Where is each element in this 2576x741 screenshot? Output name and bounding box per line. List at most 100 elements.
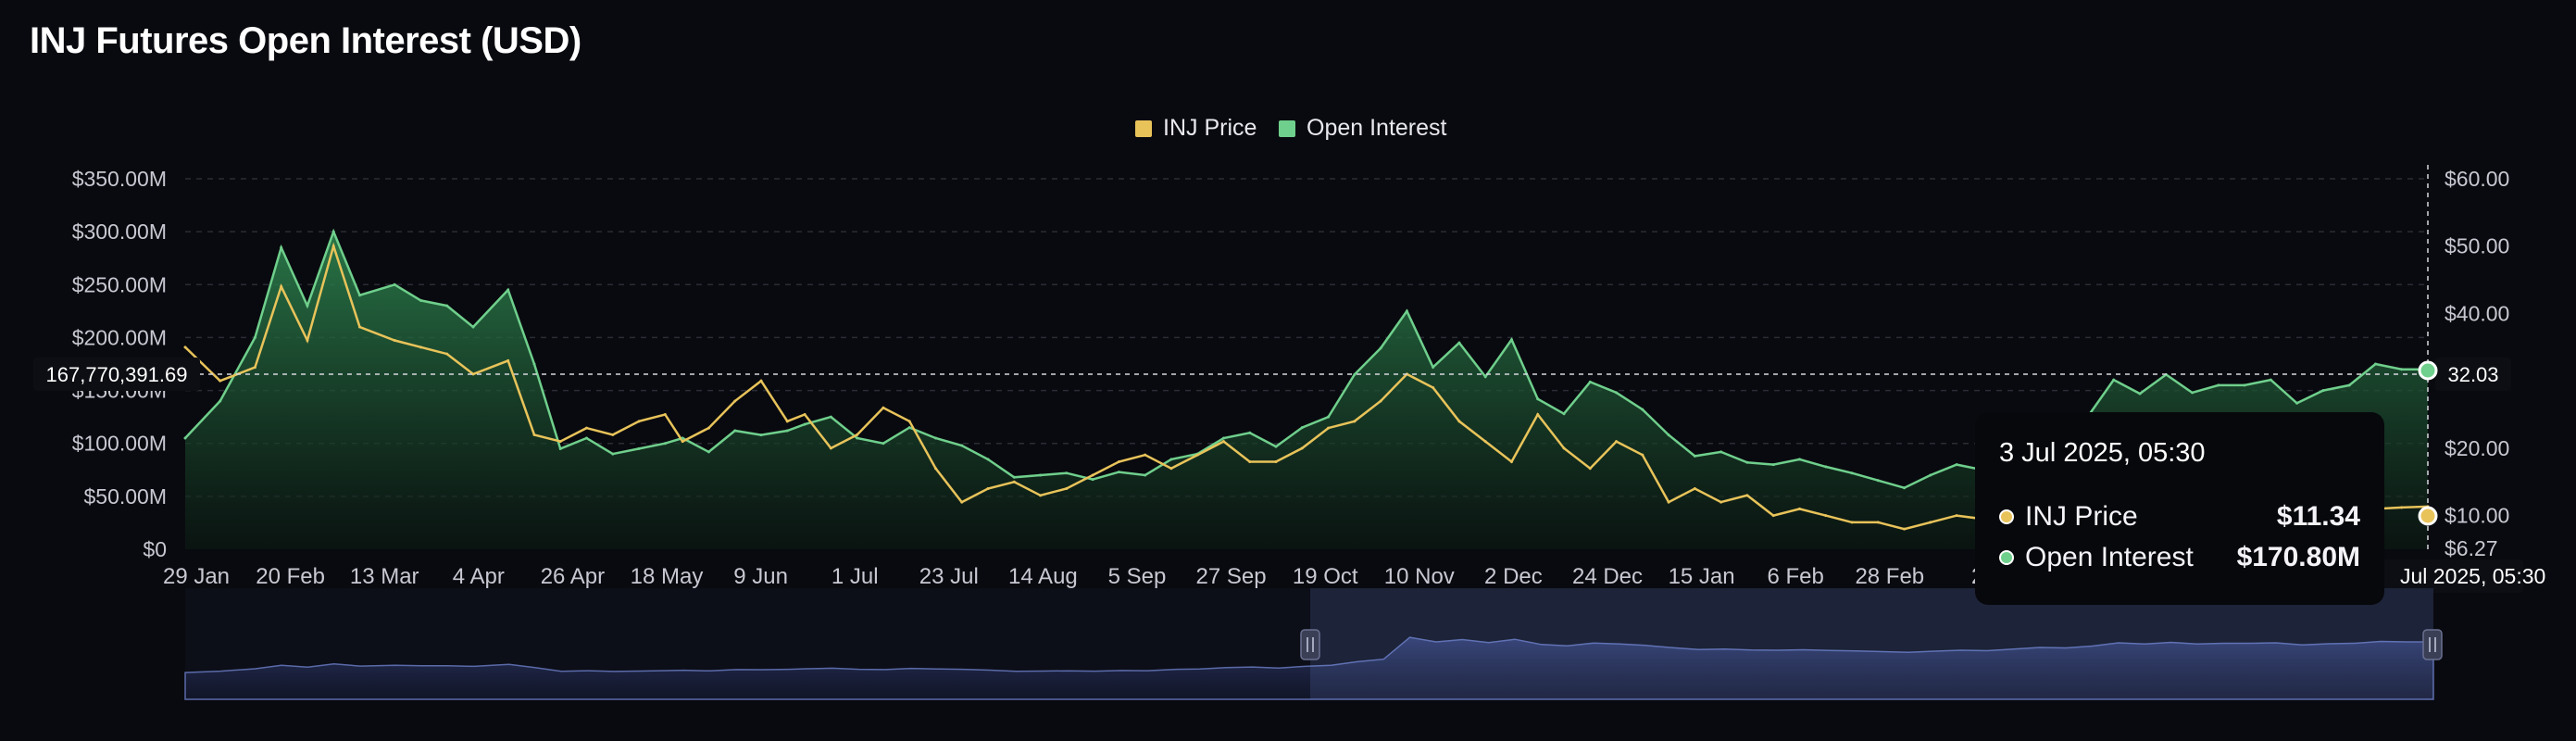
oi-point [585,436,589,440]
price-point [1615,440,1619,444]
x-tick-label: 13 Mar [350,564,419,589]
x-tick-label: 28 Feb [1855,564,1924,589]
price-point [1379,399,1382,403]
oi-point [1457,341,1461,345]
oi-point [681,436,684,440]
oi-point [1850,471,1854,475]
oi-point [907,426,911,430]
price-point [280,284,283,288]
crosshair-right-label: 32.03 [2447,363,2498,386]
oi-point [1039,473,1043,477]
oi-point [1509,338,1513,342]
tooltip-value: $170.80M [2236,542,2360,572]
price-point [856,433,859,436]
price-point [1667,500,1670,504]
navigator-handle-left[interactable] [1300,629,1320,660]
y-right-tick-label: $50.00 [2445,234,2509,258]
price-point [1274,459,1278,463]
oi-point [2373,362,2377,366]
price-point [663,413,667,417]
x-tick-label: 14 Aug [1008,564,1078,589]
price-point [1929,521,1932,524]
price-point [1169,467,1173,471]
oi-point [306,304,309,308]
x-tick-label: 6 Feb [1768,564,1824,589]
oi-point [933,436,937,440]
price-point [1012,480,1016,484]
price-point [1588,467,1592,471]
oi-point [2112,378,2116,382]
y-right-tick-label: $10.00 [2445,504,2509,528]
x-tick-label: 24 Dec [1572,564,1643,589]
y-left-tick-label: $100.00M [72,432,167,456]
oi-point [183,436,187,440]
oi-point [2138,392,2142,396]
price-point [419,345,422,349]
x-tick-label: 26 Apr [541,564,605,589]
oi-point [1379,346,1382,350]
oi-point [1012,475,1016,479]
y-left-tick-label: $350.00M [72,167,167,191]
tooltip-row-price: INJ Price $11.34 [1999,496,2360,537]
x-tick-label: 9 Jun [733,564,788,589]
price-point [1876,521,1880,524]
price-point [1771,514,1775,518]
oi-point [1771,463,1775,467]
oi-point [611,452,615,456]
x-tick-label: 18 May [631,564,704,589]
price-point [611,433,615,436]
oi-point [882,442,885,446]
price-point [1327,426,1331,430]
oi-point [1667,433,1670,437]
crosshair-left-label: 167,770,391.69 [46,363,188,386]
oi-point [1615,391,1619,395]
price-point [393,339,396,343]
price-point [183,345,187,349]
oi-point [1824,465,1828,469]
oi-point [2321,389,2325,393]
legend: INJ Price Open Interest [1135,115,1447,141]
price-point [558,440,562,444]
price-point [1483,440,1487,444]
navigator-selection [1310,588,2433,699]
price-point [357,325,361,329]
price-point [986,487,990,491]
navigator[interactable] [184,588,2443,700]
oi-point [637,446,641,450]
price-point [1903,527,1907,531]
oi-point [1091,478,1094,482]
price-point [707,426,710,430]
oi-point [960,444,964,447]
oi-point [558,446,562,450]
oi-point [219,399,222,403]
oi-point [663,442,667,446]
oi-point [1248,431,1252,434]
price-point [1824,514,1828,518]
oi-point [1797,458,1801,461]
oi-point [1483,375,1487,379]
legend-swatch-1 [1279,120,1295,137]
price-point [637,420,641,423]
oi-point [1405,309,1408,313]
price-point [1117,459,1120,463]
y-left-tick-label: $50.00M [83,484,167,509]
tooltip-label: Open Interest [2025,542,2194,572]
oi-point [445,304,449,308]
oi-point [2243,383,2246,387]
y-right-tick-label: $40.00 [2445,301,2509,325]
oi-point [419,298,422,302]
oi-point [1693,454,1696,458]
price-point [829,446,832,450]
price-point [532,433,536,436]
price-point [219,379,222,383]
price-point [1432,385,1435,389]
navigator-handle-right[interactable] [2422,629,2443,660]
oi-point [803,422,807,426]
y-left-tick-label: $300.00M [72,220,167,244]
price-point [1195,453,1199,457]
crosshair-date-label-bg [2375,559,2523,593]
y-left-tick-label: $250.00M [72,272,167,296]
price-point [1641,453,1644,457]
oi-point [1221,436,1225,440]
